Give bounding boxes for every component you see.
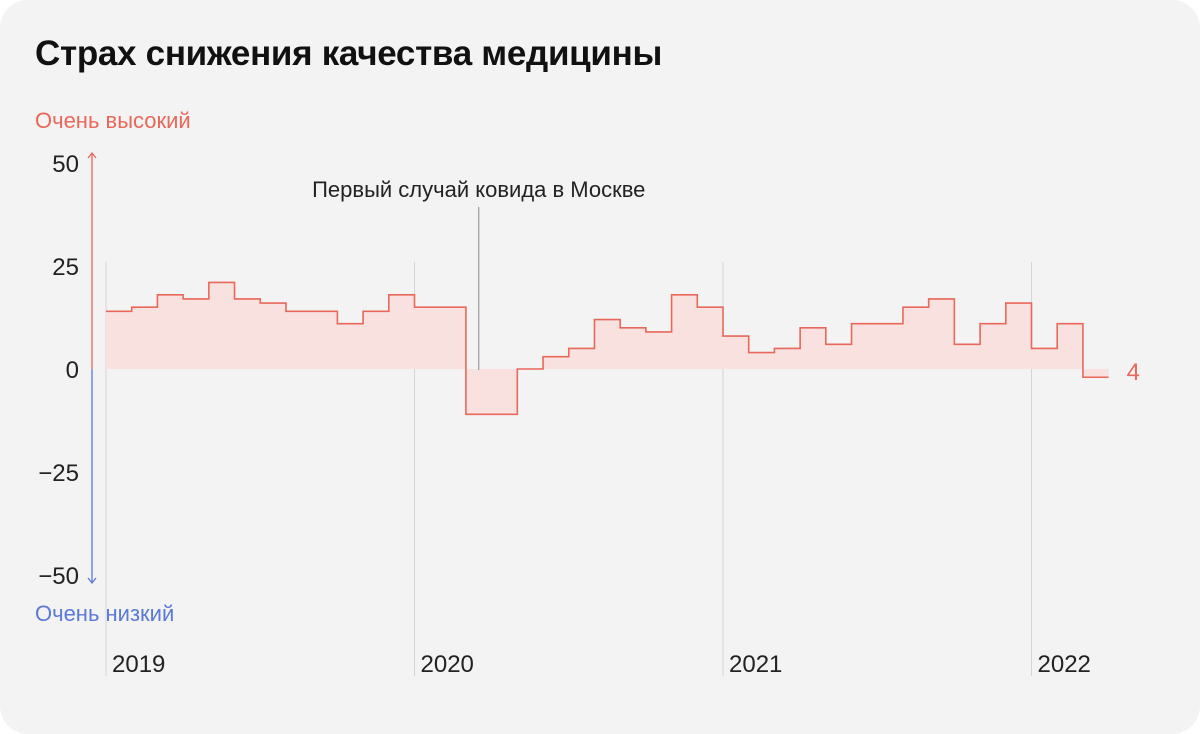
y-tick-labels: 50 25 0 −25 −50 (38, 151, 79, 590)
y-tick-label: −25 (38, 460, 79, 487)
x-tick-label: 2019 (112, 651, 165, 678)
x-tick-label: 2022 (1038, 651, 1091, 678)
last-value-label: 4 (1127, 359, 1140, 386)
y-tick-label: 50 (52, 151, 79, 178)
series-fill (106, 282, 1109, 415)
y-axis: Очень высокий Очень низкий (35, 108, 191, 626)
x-tick-labels: 2019 2020 2021 2022 (112, 651, 1091, 678)
x-tick-label: 2020 (421, 651, 474, 678)
high-level-label: Очень высокий (35, 108, 191, 133)
series-line (106, 281, 1109, 416)
series-area (106, 281, 1109, 416)
y-tick-label: 25 (52, 254, 79, 281)
low-level-label: Очень низкий (35, 601, 174, 626)
covid-annotation: Первый случай ковида в Москве (312, 177, 645, 370)
x-tick-label: 2021 (729, 651, 782, 678)
chart-title: Страх снижения качества медицины (35, 34, 663, 73)
y-tick-label: 0 (66, 357, 79, 384)
arrow-down-icon (87, 577, 97, 585)
y-tick-label: −50 (38, 563, 79, 590)
annotation-label: Первый случай ковида в Москве (312, 177, 645, 202)
arrow-up-icon (87, 151, 97, 159)
